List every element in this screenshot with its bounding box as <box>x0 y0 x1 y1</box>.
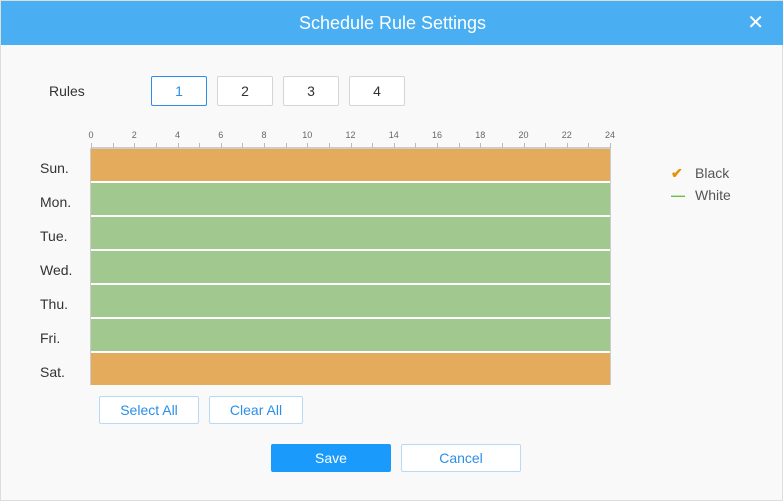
axis-tick <box>285 143 287 148</box>
legend-label: White <box>695 187 731 203</box>
schedule-row-wed[interactable] <box>91 251 610 283</box>
rule-button-4[interactable]: 4 <box>349 76 405 106</box>
schedule-row-mon[interactable] <box>91 183 610 215</box>
axis-tick <box>393 143 395 148</box>
axis-tick <box>307 143 309 148</box>
tick-label: 4 <box>174 130 181 140</box>
day-label: Mon. <box>40 194 72 210</box>
axis-tick <box>220 143 222 148</box>
axis-tick <box>134 143 136 148</box>
schedule-grid[interactable] <box>90 148 611 385</box>
schedule-row-tue[interactable] <box>91 217 610 249</box>
legend-item-white[interactable]: — White <box>671 187 731 203</box>
select-all-button[interactable]: Select All <box>99 396 199 424</box>
schedule-row-sun[interactable] <box>91 149 610 181</box>
day-label: Tue. <box>40 228 68 244</box>
day-label: Sun. <box>40 160 69 176</box>
tick-label: 2 <box>131 130 137 140</box>
rule-button-2[interactable]: 2 <box>217 76 273 106</box>
axis-tick <box>177 143 179 148</box>
tick-label: 22 <box>561 130 572 140</box>
axis-tick <box>264 143 265 148</box>
axis-tick <box>501 143 503 148</box>
axis-tick <box>91 143 92 148</box>
schedule-row-fri[interactable] <box>91 319 610 351</box>
check-icon: ✔ <box>671 165 683 181</box>
rules-label: Rules <box>49 83 85 99</box>
axis-tick <box>588 143 590 148</box>
tick-label: 14 <box>388 130 399 140</box>
axis-tick <box>372 143 374 148</box>
schedule-row-thu[interactable] <box>91 285 610 317</box>
day-label: Sat. <box>40 364 65 380</box>
save-button[interactable]: Save <box>271 444 391 472</box>
cancel-button[interactable]: Cancel <box>401 444 521 472</box>
axis-tick <box>155 143 157 148</box>
axis-tick <box>350 143 352 148</box>
rule-button-3[interactable]: 3 <box>283 76 339 106</box>
day-label: Wed. <box>40 262 73 278</box>
tick-label: 18 <box>475 130 486 140</box>
axis-tick <box>112 143 114 148</box>
tick-label: 16 <box>431 130 443 140</box>
tick-label: 24 <box>604 130 616 140</box>
day-label: Fri. <box>40 330 61 346</box>
tick-label: 12 <box>345 130 356 140</box>
axis-tick <box>545 143 547 148</box>
legend-label: Black <box>695 165 730 181</box>
dialog-title: Schedule Rule Settings <box>298 13 487 33</box>
dialog-header: Schedule Rule Settings ✕ <box>1 1 783 45</box>
tick-label: 8 <box>261 130 267 140</box>
rule-button-1[interactable]: 1 <box>151 76 207 106</box>
axis-tick <box>242 143 244 148</box>
axis-tick <box>437 143 438 148</box>
axis-tick <box>480 143 482 148</box>
tick-label: 6 <box>218 130 224 140</box>
axis-tick <box>610 143 611 148</box>
axis-tick <box>458 143 460 148</box>
clear-all-button[interactable]: Clear All <box>209 396 303 424</box>
tick-label: 20 <box>518 130 529 140</box>
axis-tick <box>415 143 417 148</box>
tick-label: 0 <box>88 130 94 140</box>
legend-item-black[interactable]: ✔ Black <box>671 165 729 182</box>
axis-tick <box>328 143 330 148</box>
close-icon[interactable]: ✕ <box>747 12 764 34</box>
dash-icon: — <box>671 187 685 203</box>
axis-tick <box>523 143 525 148</box>
axis-tick <box>199 143 201 148</box>
day-label: Thu. <box>40 296 69 312</box>
time-axis: 0 2 4 6 8 10 12 14 16 18 20 22 24 <box>88 126 615 148</box>
tick-label: 10 <box>302 130 313 140</box>
schedule-row-sat[interactable] <box>91 353 610 385</box>
axis-tick <box>566 143 568 148</box>
